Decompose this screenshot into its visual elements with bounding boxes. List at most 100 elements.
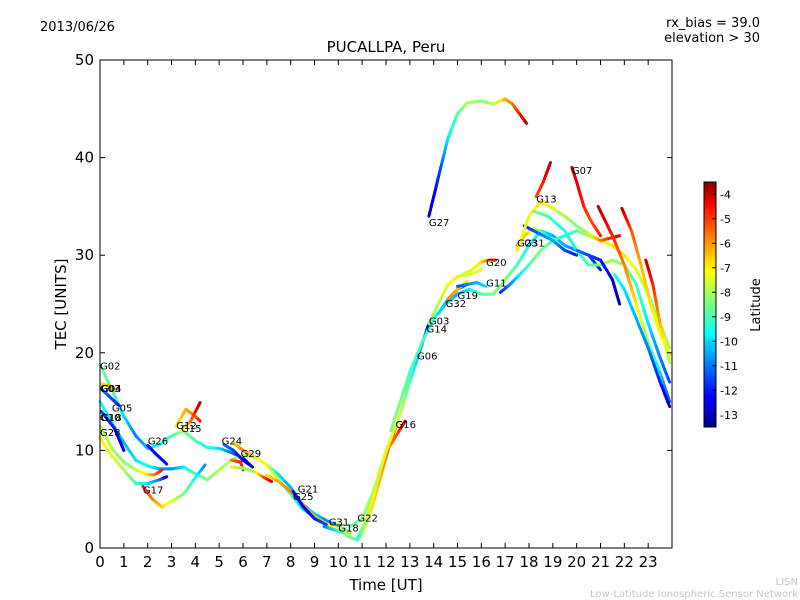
x-tick-label: 1 — [119, 553, 129, 571]
satellite-label: G19 — [458, 291, 478, 302]
y-tick-label: 0 — [84, 539, 94, 557]
series-segment — [549, 238, 555, 243]
x-tick-label: 19 — [543, 553, 562, 571]
satellite-label: G15 — [181, 424, 201, 435]
x-tick-label: 21 — [591, 553, 610, 571]
colorbar-label: Latitude — [749, 278, 764, 332]
series-g31 — [322, 525, 347, 535]
x-tick-label: 16 — [472, 553, 491, 571]
y-tick-label: 50 — [75, 51, 94, 69]
series-g07d — [596, 204, 672, 404]
satellite-label: G24 — [222, 437, 242, 448]
colorbar-tick-label: -9 — [720, 311, 731, 324]
satellite-label: G03 — [100, 384, 120, 395]
y-axis-ticks: 0 10 20 30 40 50 — [75, 51, 672, 557]
x-tick-label: 9 — [310, 553, 320, 571]
series-g13 — [515, 200, 622, 252]
x-tick-label: 23 — [639, 553, 658, 571]
satellite-label: G31 — [329, 518, 349, 529]
satellite-label: G14 — [427, 324, 447, 335]
x-tick-label: 15 — [448, 553, 467, 571]
series-segment — [483, 284, 488, 288]
satellite-label: G29 — [241, 449, 261, 460]
series-segment — [597, 231, 602, 238]
series-segment — [322, 522, 328, 527]
colorbar-tick-label: -11 — [720, 360, 738, 373]
x-tick-label: 13 — [400, 553, 419, 571]
x-tick-label: 11 — [353, 553, 372, 571]
series-segment — [597, 265, 602, 272]
series-g13b — [534, 161, 552, 199]
x-tick-label: 2 — [143, 553, 153, 571]
rx-bias-label: rx_bias = 39.0 — [666, 16, 760, 31]
series-g19 — [456, 281, 488, 288]
colorbar-tick-label: -7 — [720, 262, 731, 275]
y-tick-label: 20 — [75, 344, 94, 362]
satellite-label: G07 — [572, 166, 592, 177]
series-segment — [402, 419, 407, 425]
series-segment — [477, 268, 483, 273]
colorbar-tick-label: -4 — [720, 188, 731, 201]
satellite-label: G18 — [338, 523, 358, 534]
series-g10 — [99, 409, 126, 452]
satellite-label: G16 — [396, 420, 416, 431]
series-g15 — [179, 401, 202, 433]
footer-network: Low-Latitude Ionospheric Sensor Network — [590, 589, 798, 600]
chart-title: PUCALLPA, Peru — [327, 38, 446, 56]
series-segment — [268, 479, 274, 484]
series-segment — [116, 402, 121, 407]
series-segment — [346, 531, 352, 535]
plot-frame — [99, 59, 673, 549]
series-g28 — [98, 424, 164, 477]
satellite-label: G22 — [357, 514, 377, 525]
colorbar-ticks: -4 -5 -6 -7 -8 -9 -10 -11 -12 -13 — [712, 188, 738, 422]
satellite-label: G06 — [417, 352, 437, 363]
satellite-label: G13 — [536, 195, 556, 206]
colorbar-tick-label: -8 — [720, 286, 731, 299]
series-g17 — [98, 436, 169, 486]
series-segment — [666, 376, 672, 384]
satellite-label: G26 — [148, 437, 168, 448]
x-tick-label: 0 — [95, 553, 105, 571]
footer-lisn: LISN — [776, 577, 798, 588]
y-tick-label: 40 — [75, 149, 94, 167]
series-segment — [666, 395, 672, 404]
series-g07c — [575, 248, 622, 306]
series-segment — [666, 342, 672, 350]
series-g27 — [427, 97, 529, 218]
satellite-label: G03 — [429, 317, 449, 328]
elevation-label: elevation > 30 — [664, 31, 760, 46]
series-segment — [159, 468, 164, 473]
x-tick-label: 4 — [191, 553, 201, 571]
series-segment — [120, 445, 126, 452]
colorbar-tick-label: -10 — [720, 335, 738, 348]
colorbar-tick-label: -13 — [720, 409, 738, 422]
x-tick-label: 18 — [519, 553, 538, 571]
series-segment — [197, 401, 202, 408]
series-g25 — [291, 489, 328, 527]
satellite-label: G31 — [524, 238, 544, 249]
series-segment — [201, 463, 207, 469]
satellite-label: G32 — [446, 299, 466, 310]
x-tick-label: 10 — [329, 553, 348, 571]
series-g26 — [146, 444, 169, 466]
y-tick-label: 30 — [75, 246, 94, 264]
series-segment — [463, 280, 469, 285]
series-g07f — [644, 258, 672, 365]
satellite-label: G12 — [176, 421, 196, 432]
x-tick-label: 12 — [376, 553, 395, 571]
series-g20 — [460, 258, 498, 277]
satellite-label: G23 — [517, 238, 537, 249]
y-tick-label: 10 — [75, 441, 94, 459]
x-axis-ticks: 0 1 2 3 4 5 6 7 8 9 10 11 12 13 14 15 16 17 18 19 20 21 22 23 — [95, 60, 658, 571]
series-segment — [547, 161, 552, 168]
x-tick-label: 22 — [615, 553, 634, 571]
colorbar-tick-label: -5 — [720, 213, 731, 226]
date-label: 2013/06/26 — [40, 20, 115, 35]
satellite-label: G11 — [486, 278, 506, 289]
satellite-label: G04 — [101, 384, 121, 395]
series-g04 — [99, 382, 117, 392]
series-segment — [616, 298, 622, 306]
series-segment — [163, 461, 169, 466]
series-g07g — [613, 273, 672, 408]
